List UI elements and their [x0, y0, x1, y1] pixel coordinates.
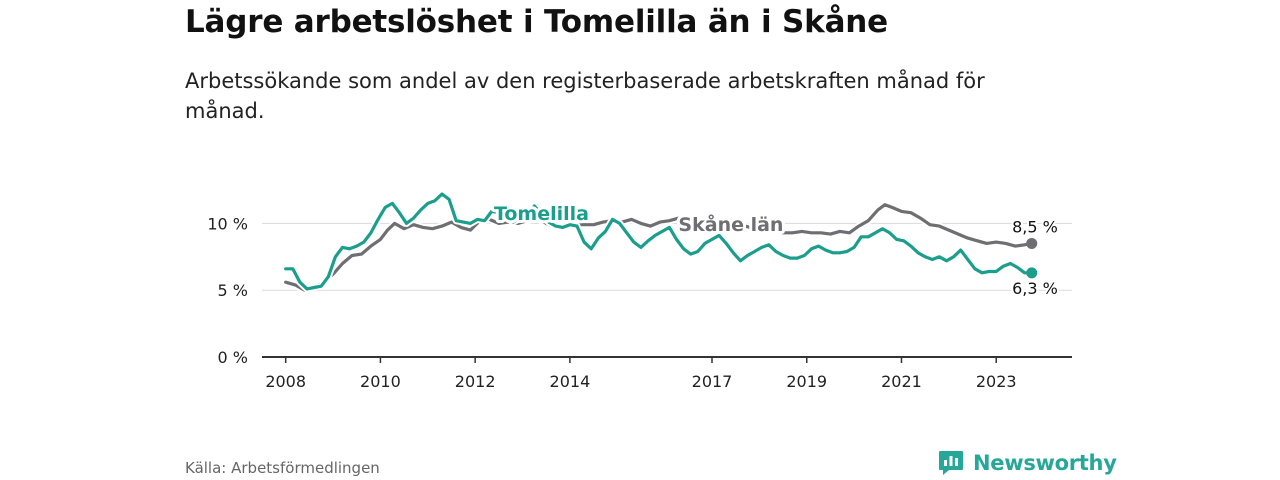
series-name-label: Skåne län [678, 212, 783, 236]
x-tick-label: 2019 [786, 372, 827, 391]
chart-title: Lägre arbetslöshet i Tomelilla än i Skån… [185, 4, 888, 40]
series-end-marker [1026, 267, 1038, 279]
y-axis: 0 % 5 % 10 % [207, 214, 248, 367]
x-tick-label: 2010 [360, 372, 401, 391]
brand-name: Newsworthy [973, 451, 1117, 475]
series-lines [282, 190, 1038, 294]
x-tick-label: 2014 [550, 372, 591, 391]
series-name-label: Tomelilla [494, 203, 589, 225]
x-tick-label: 2017 [692, 372, 733, 391]
series-line [284, 203, 1034, 292]
series-line [284, 192, 1034, 291]
series-labels: Skåne län 8,5 % Tomelilla 6,3 % [491, 200, 1060, 300]
x-tick-label: 2021 [881, 372, 922, 391]
x-axis: 2008 2010 2012 2014 2017 2019 2021 2023 [262, 356, 1072, 391]
series-end-label: 8,5 % [1012, 217, 1058, 236]
y-tick-label: 10 % [207, 214, 248, 233]
source-note: Källa: Arbetsförmedlingen [185, 459, 380, 477]
y-tick-label: 0 % [218, 348, 248, 367]
brand[interactable]: Newsworthy [937, 449, 1117, 477]
x-tick-label: 2008 [265, 372, 306, 391]
x-tick-label: 2012 [455, 372, 496, 391]
y-tick-label: 5 % [218, 281, 248, 300]
series-end-label: 6,3 % [1012, 279, 1058, 298]
newsworthy-logo-icon [939, 451, 963, 475]
series-end-marker [1026, 237, 1038, 249]
x-tick-label: 2023 [976, 372, 1017, 391]
chart-subtitle: Arbetssökande som andel av den registerb… [185, 69, 985, 123]
